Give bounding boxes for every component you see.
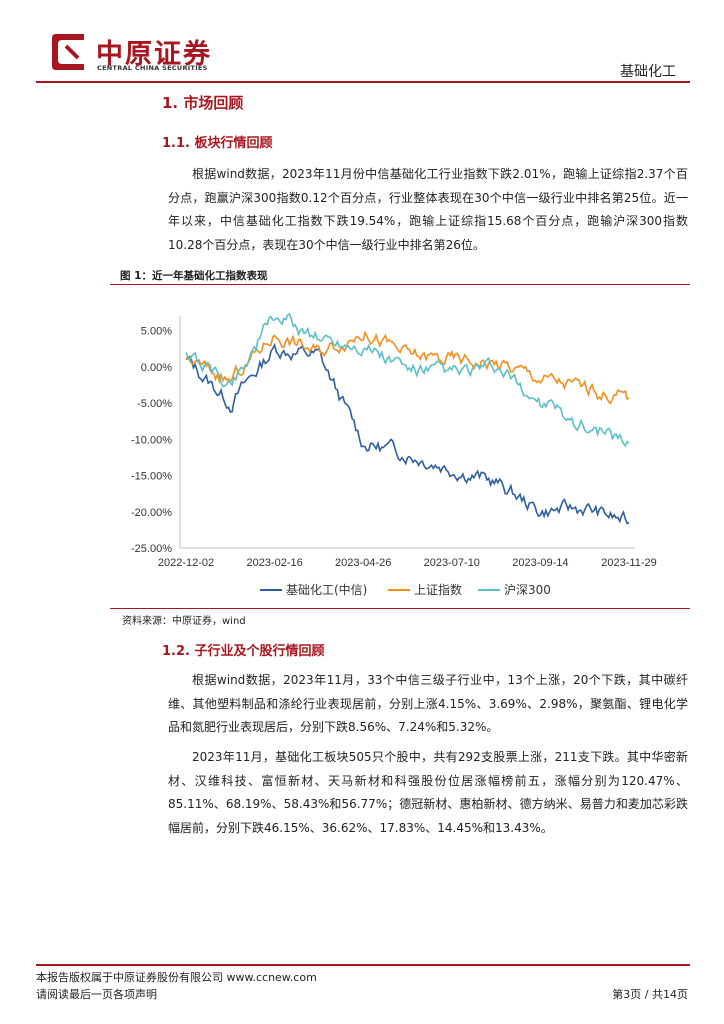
sector-review-text: 根据wind数据，2023年11月份中信基础化工行业指数下跌2.01%，跑输上证… <box>168 167 688 252</box>
section-title-sector-review: 1.1. 板块行情回顾 <box>162 136 273 151</box>
figure-top-rule <box>110 284 690 285</box>
y-tick-label: 0.00% <box>141 362 172 374</box>
subsector-text-2: 2023年11月，基础化工板块505只个股中，共有292支股票上涨，211支下跌… <box>168 750 688 835</box>
y-tick-label: -15.00% <box>131 471 172 483</box>
figure-title: 图 1：近一年基础化工指数表现 <box>120 270 268 282</box>
header-divider <box>36 81 690 83</box>
subsector-paragraph-2: 2023年11月，基础化工板块505只个股中，共有292支股票上涨，211支下跌… <box>168 746 688 840</box>
page-number: 第3页 / 共14页 <box>612 988 688 1001</box>
footer-disclaimer: 请阅读最后一页各项声明 <box>36 988 157 1001</box>
x-tick-label: 2023-02-16 <box>246 557 302 569</box>
legend-label: 基础化工(中信) <box>286 582 367 597</box>
brand-name-cn: 中原证券 <box>96 39 212 70</box>
y-tick-label: -10.00% <box>131 434 172 446</box>
x-tick-label: 2022-12-02 <box>158 557 214 569</box>
y-tick-label: -5.00% <box>137 398 172 410</box>
subsector-text-1: 根据wind数据，2023年11月，33个中信三级子行业中，13个上涨，20个下… <box>168 673 688 734</box>
x-tick-label: 2023-09-14 <box>512 557 568 569</box>
subsector-paragraph-1: 根据wind数据，2023年11月，33个中信三级子行业中，13个上涨，20个下… <box>168 669 688 740</box>
legend-label: 上证指数 <box>414 582 462 597</box>
section-title-market-review: 1. 市场回顾 <box>162 94 244 112</box>
series-line-2 <box>185 312 630 448</box>
figure-source: 资料来源：中原证券，wind <box>122 616 246 627</box>
series-line-0 <box>185 342 630 525</box>
figure-bottom-rule <box>110 608 690 609</box>
footer-copyright: 本报告版权属于中原证券股份有限公司 www.ccnew.com <box>36 971 317 984</box>
sector-label: 基础化工 <box>620 64 676 80</box>
x-tick-label: 2023-04-26 <box>335 557 391 569</box>
brand-name-en: CENTRAL CHINA SECURITIES <box>97 64 208 72</box>
footer-divider <box>36 964 690 966</box>
y-tick-label: -20.00% <box>131 507 172 519</box>
series-line-1 <box>185 330 630 405</box>
index-performance-chart: 5.00% 0.00% -5.00% -10.00% -15.00% -20.00% -25… <box>131 312 657 597</box>
x-tick-label: 2023-11-29 <box>601 557 656 569</box>
company-logo-icon <box>52 34 84 70</box>
y-tick-label: -25.00% <box>131 543 172 555</box>
sector-review-paragraph: 根据wind数据，2023年11月份中信基础化工行业指数下跌2.01%，跑输上证… <box>168 163 688 257</box>
y-tick-label: 5.00% <box>141 326 172 338</box>
section-title-subsector-review: 1.2. 子行业及个股行情回顾 <box>162 644 325 659</box>
legend-label: 沪深300 <box>504 583 551 597</box>
x-tick-label: 2023-07-10 <box>424 557 480 569</box>
